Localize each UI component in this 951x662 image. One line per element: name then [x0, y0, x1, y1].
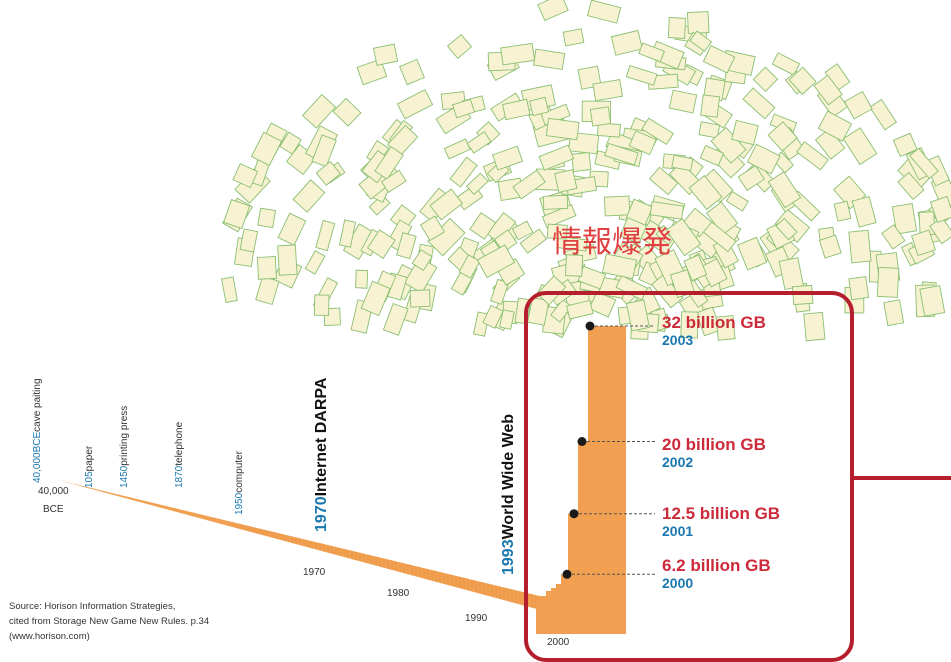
milestone-internet-darpa: 1970Internet DARPA: [313, 377, 330, 532]
data-point-2002: [577, 437, 587, 446]
chart-title: 情報爆発: [552, 226, 672, 259]
value-label-2000: 6.2 billion GB: [662, 556, 771, 575]
year-label-2003: 2003: [662, 332, 693, 348]
value-label-2002: 20 billion GB: [662, 435, 766, 454]
year-label-2001: 2001: [662, 523, 693, 539]
axis-tick-2000: 2000: [547, 637, 570, 648]
source-line-3: (www.horison.com): [9, 631, 90, 642]
bar-2002: [578, 441, 589, 634]
milestone-printing-press: 1450printing press: [119, 406, 130, 488]
growth-step-bar: [541, 596, 547, 634]
milestone-cave-paiting: 40,000BCEcave paiting: [32, 378, 43, 483]
data-point-2000: [562, 569, 572, 579]
milestone-telephone: 1870telephone: [174, 421, 185, 488]
source-line-1: Source: Horison Information Strategies,: [9, 601, 175, 612]
growth-step-bar: [546, 591, 552, 634]
bar-2003: [588, 326, 626, 634]
year-label-2002: 2002: [662, 454, 693, 470]
year-label-2000: 2000: [662, 575, 693, 591]
data-point-2001: [569, 509, 579, 519]
value-label-2001: 12.5 billion GB: [662, 504, 780, 523]
growth-step-bar: [556, 584, 562, 634]
milestone-computer: 1950computer: [234, 450, 245, 515]
value-label-2003: 32 billion GB: [662, 313, 766, 332]
axis-tick-1990: 1990: [465, 613, 488, 624]
milestone-world-wide-web: 1993World Wide Web: [500, 414, 517, 575]
axis-tick-1970: 1970: [303, 567, 326, 578]
milestone-labels: 40,000BCEcave paiting 105paper 1450printin…: [32, 377, 517, 575]
timeline-ramp: [58, 480, 548, 612]
data-point-2003: [585, 321, 595, 331]
growth-step-bar: [536, 600, 542, 634]
bar-2000: [561, 574, 569, 634]
axis-start-label-line2: BCE: [43, 504, 64, 515]
paper-cloud-illustration: [221, 0, 951, 342]
source-line-2: cited from Storage New Game New Rules. p…: [9, 616, 209, 627]
milestone-paper: 105paper: [84, 445, 95, 488]
growth-bars: [536, 326, 626, 634]
axis-start-label-line1: 40,000: [38, 486, 69, 497]
growth-step-bar: [551, 588, 557, 634]
axis-tick-1980: 1980: [387, 588, 410, 599]
